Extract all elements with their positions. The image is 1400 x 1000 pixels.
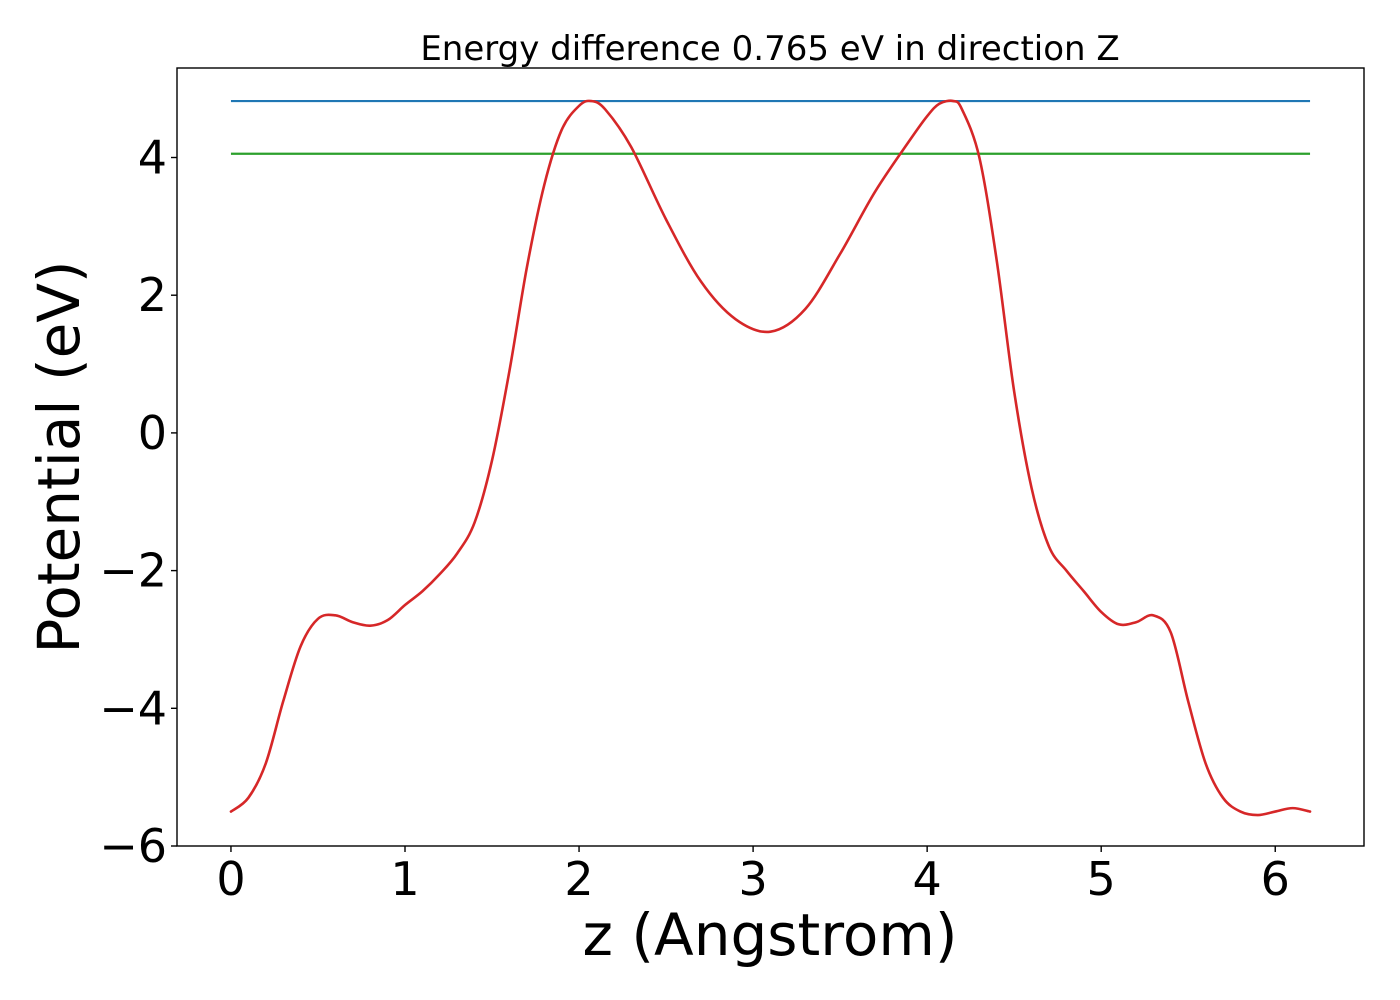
- y-axis-label: Potential (eV): [25, 260, 93, 653]
- x-tick-label: 1: [390, 852, 419, 906]
- x-tick-label: 4: [913, 852, 942, 906]
- x-tick-label: 3: [738, 852, 767, 906]
- y-tick-label: −6: [99, 819, 167, 873]
- y-tick-label: −4: [99, 681, 167, 735]
- x-tick-label: 6: [1261, 852, 1290, 906]
- y-tick-label: −2: [99, 544, 167, 598]
- plot-frame: [176, 67, 1365, 847]
- chart-title: Energy difference 0.765 eV in direction …: [420, 29, 1119, 69]
- x-tick-label: 2: [564, 852, 593, 906]
- plot-area: [229, 99, 1312, 817]
- x-tick-label: 0: [216, 852, 245, 906]
- x-axis-label: z (Angstrom): [583, 901, 958, 969]
- x-axis-ticks: 0 1 2 3 4 5 6: [216, 846, 1290, 906]
- series-curve-0: [229, 99, 1312, 817]
- y-tick-label: 4: [138, 131, 167, 185]
- x-tick-label: 5: [1087, 852, 1116, 906]
- y-axis-ticks: −6 −4 −2 0 2 4: [99, 131, 177, 873]
- y-tick-label: 2: [138, 268, 167, 322]
- y-tick-label: 0: [138, 406, 167, 460]
